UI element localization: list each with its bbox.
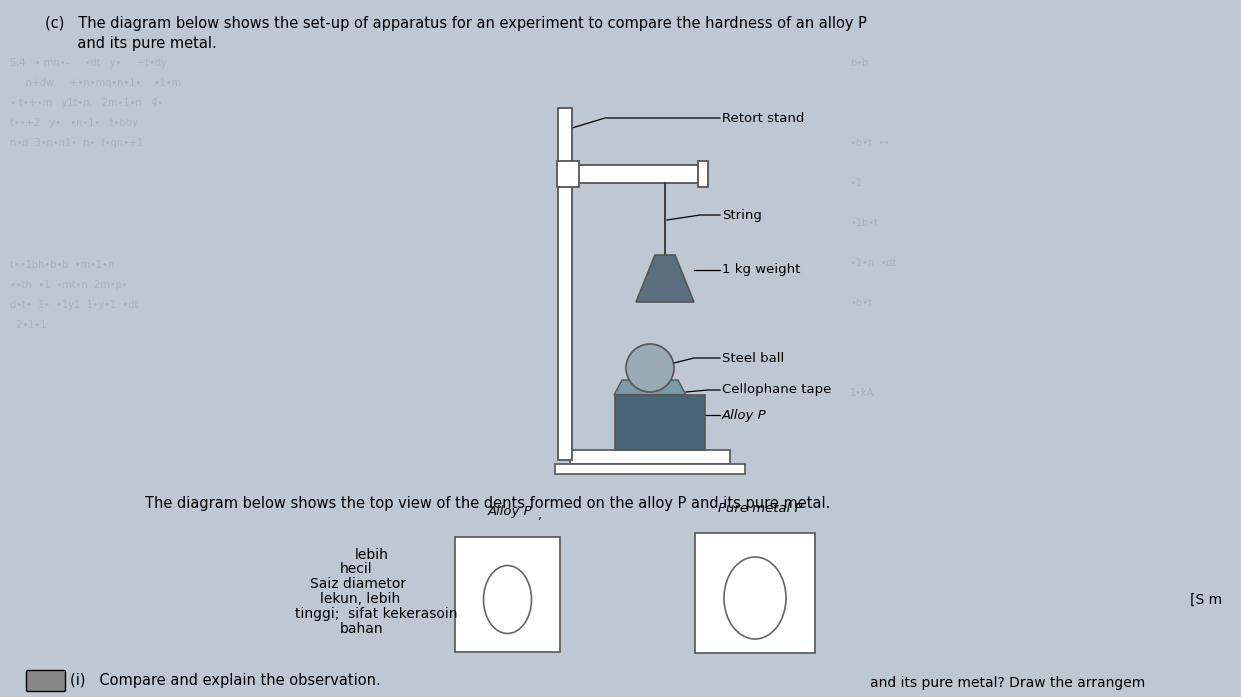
Bar xyxy=(570,450,730,464)
Circle shape xyxy=(625,344,674,392)
Text: and its pure metal.: and its pure metal. xyxy=(45,36,217,51)
Bar xyxy=(455,537,560,652)
Text: bahan: bahan xyxy=(340,622,383,636)
Text: String: String xyxy=(722,208,762,222)
Bar xyxy=(555,464,745,474)
Text: 1 kg weight: 1 kg weight xyxy=(722,263,800,277)
Text: ••th  •1  •mt•n  2m•p•: ••th •1 •mt•n 2m•p• xyxy=(10,280,128,290)
Text: Alloy P: Alloy P xyxy=(488,505,532,518)
Text: Cellophane tape: Cellophane tape xyxy=(722,383,831,397)
Text: [S m: [S m xyxy=(1190,593,1222,607)
Bar xyxy=(565,165,700,183)
Text: 1•kA: 1•kA xyxy=(850,388,874,398)
Text: lebih: lebih xyxy=(355,548,388,562)
Bar xyxy=(695,533,815,653)
Text: (i)   Compare and explain the observation.: (i) Compare and explain the observation. xyxy=(69,673,381,689)
Text: Saiz diametor: Saiz diametor xyxy=(310,577,406,591)
Bar xyxy=(697,161,709,187)
Text: d•t•  1•  •1y1  1•y•1  •dt: d•t• 1• •1y1 1•y•1 •dt xyxy=(10,300,138,310)
Text: n+dw     +•n•mq•n•1•    •1•m: n+dw +•n•mq•n•1• •1•m xyxy=(10,78,181,88)
Text: t••1bh•b•b  •m•1•n: t••1bh•b•b •m•1•n xyxy=(10,260,114,270)
Text: •b•t  ••: •b•t •• xyxy=(850,138,894,148)
Text: Retort stand: Retort stand xyxy=(722,112,804,125)
Text: lekun, lebih: lekun, lebih xyxy=(320,592,401,606)
Polygon shape xyxy=(635,255,694,302)
Text: Alloy P: Alloy P xyxy=(722,408,767,422)
Text: and its pure metal? Draw the arrangem: and its pure metal? Draw the arrangem xyxy=(870,676,1145,690)
Ellipse shape xyxy=(484,565,531,634)
Text: ,: , xyxy=(537,509,541,522)
Text: • t•+•m   y1t•n,   2m•1•n   4•: • t•+•m y1t•n, 2m•1•n 4• xyxy=(10,98,163,108)
Text: •1: •1 xyxy=(850,178,869,188)
Text: n•d  3•n•n1•  n•  f•qn•+1: n•d 3•n•n1• n• f•qn•+1 xyxy=(10,138,149,148)
Bar xyxy=(616,395,705,450)
Bar xyxy=(558,108,572,460)
FancyBboxPatch shape xyxy=(26,671,66,691)
Text: •1•n  •dt: •1•n •dt xyxy=(850,258,896,268)
Text: PL4: PL4 xyxy=(35,676,57,686)
Text: b•b: b•b xyxy=(850,58,869,68)
Text: The diagram below shows the top view of the dents formed on the alloy P and its : The diagram below shows the top view of … xyxy=(145,496,830,511)
Text: •1b•t: •1b•t xyxy=(850,218,877,228)
Text: Pure metal P: Pure metal P xyxy=(717,502,802,515)
Bar xyxy=(557,161,580,187)
Polygon shape xyxy=(614,380,686,395)
Text: (c)   The diagram below shows the set-up of apparatus for an experiment to compa: (c) The diagram below shows the set-up o… xyxy=(45,16,867,31)
Text: hecil: hecil xyxy=(340,562,372,576)
Text: Steel ball: Steel ball xyxy=(722,351,784,365)
Text: 5,4   • mn•-.    •dt   y•     ÷t•dy: 5,4 • mn•-. •dt y• ÷t•dy xyxy=(10,58,166,68)
Text: tinggi;  sifat kekerasoin: tinggi; sifat kekerasoin xyxy=(295,607,458,621)
Text: 2•1•1: 2•1•1 xyxy=(10,320,46,330)
Text: t••+2   y•   •n•1•   t•btiy: t••+2 y• •n•1• t•btiy xyxy=(10,118,138,128)
Ellipse shape xyxy=(724,557,786,639)
Text: •b•t: •b•t xyxy=(850,298,872,308)
